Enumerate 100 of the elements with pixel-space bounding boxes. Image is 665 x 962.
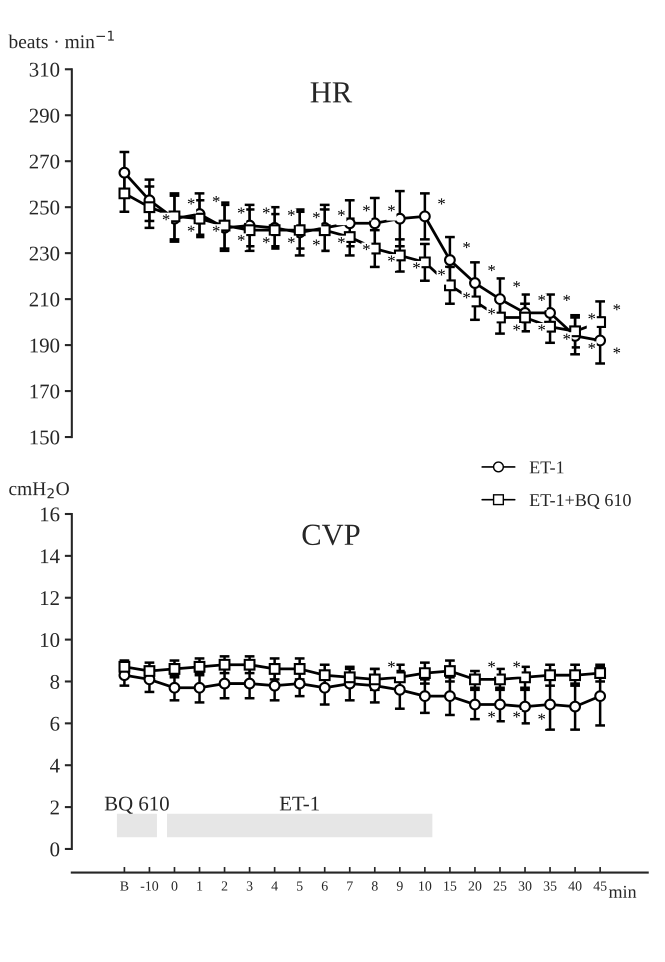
y-axis-title: cmH$_{2}$O [9, 482, 69, 498]
point [194, 660, 206, 673]
x-tick-label: 15 [444, 881, 456, 891]
annotation: * [312, 212, 320, 218]
point [244, 224, 256, 236]
x-tick-label: 35 [544, 881, 556, 891]
x-tick-label: 10 [419, 881, 432, 891]
annotation: * [588, 313, 596, 320]
chart-title: CVP [302, 524, 360, 546]
point [594, 334, 606, 346]
annotation: * [262, 237, 270, 244]
point [218, 678, 230, 690]
point [318, 224, 331, 236]
annotation: * [363, 244, 370, 250]
annotation: * [363, 205, 370, 212]
y-tick-label: 310 [30, 62, 60, 77]
annotation: * [262, 208, 270, 214]
annotation: * [538, 714, 546, 720]
annotation: * [212, 226, 220, 232]
point [168, 663, 180, 675]
y-axis-title: beats · min$^{−1}$ [8, 30, 114, 48]
x-tick-label: 45 [593, 881, 607, 891]
y-tick-label: 4 [50, 758, 60, 772]
annotation: * [463, 292, 470, 298]
y-tick-label: 6 [50, 716, 60, 731]
y-tick-label: 170 [30, 384, 60, 398]
annotation: * [162, 214, 170, 220]
annotation: * [188, 198, 195, 204]
point [494, 698, 506, 710]
annotation: * [288, 237, 295, 244]
x-tick-label: B [120, 881, 128, 891]
point [268, 224, 281, 236]
point [244, 678, 256, 690]
annotation: * [312, 239, 320, 246]
x-tick-label: 1 [197, 881, 202, 891]
point [544, 698, 556, 710]
annotation: * [488, 265, 495, 272]
point [118, 660, 130, 673]
legend-label: ET-1 [530, 461, 564, 474]
x-tick-label: 30 [518, 881, 532, 891]
annotation: * [563, 294, 570, 302]
point [168, 682, 180, 694]
annotation: * [338, 210, 345, 216]
point [268, 680, 281, 692]
annotation: * [288, 210, 295, 216]
annotation: * [388, 205, 395, 212]
point [569, 669, 582, 682]
point [569, 325, 582, 338]
y-tick-label: 0 [50, 842, 60, 856]
annotation: * [613, 347, 620, 354]
point [494, 673, 506, 686]
x-tick-label: -10 [140, 881, 158, 891]
y-tick-label: 10 [41, 632, 60, 648]
point [144, 665, 156, 677]
annotation: * [238, 234, 245, 241]
y-tick-label: 250 [30, 200, 60, 215]
x-tick-label: 9 [396, 881, 403, 891]
annotation: * [463, 242, 470, 248]
point [444, 254, 456, 266]
point [118, 166, 130, 179]
point [294, 224, 306, 236]
point [544, 307, 556, 319]
y-tick-label: 190 [30, 338, 60, 353]
annotation: * [538, 324, 546, 331]
x-tick-label: 5 [297, 881, 303, 891]
x-tick-label: 3 [246, 881, 253, 891]
y-tick-label: 150 [30, 430, 60, 444]
annotation: * [613, 304, 620, 310]
annotation: * [438, 198, 445, 204]
annotation: * [563, 334, 570, 340]
annotation: * [338, 237, 345, 244]
y-tick-label: 270 [30, 154, 60, 169]
y-tick-label: 14 [41, 549, 60, 564]
y-tick-label: 16 [41, 507, 60, 522]
point [418, 690, 431, 702]
annotation: * [438, 269, 445, 276]
point [544, 669, 556, 682]
annotation: * [413, 262, 420, 269]
x-tick-label: 40 [568, 881, 582, 891]
point [444, 690, 456, 702]
band-label: ET-1 [280, 796, 319, 810]
annotation: * [513, 661, 520, 668]
annotation: * [488, 711, 495, 718]
point [244, 658, 256, 671]
chart-title: HR [310, 82, 352, 102]
annotation: * [588, 342, 596, 349]
x-tick-label: 20 [468, 881, 482, 891]
y-tick-label: 290 [30, 108, 60, 123]
point [469, 698, 481, 710]
point [569, 700, 582, 713]
x-tick-label: 4 [271, 881, 278, 891]
annotation: * [488, 661, 495, 668]
x-tick-label: 25 [494, 881, 506, 891]
point [418, 210, 431, 222]
point [494, 293, 506, 306]
point [594, 690, 606, 702]
x-tick-label: 6 [322, 881, 328, 891]
annotation: * [538, 294, 546, 302]
y-tick-label: 210 [30, 292, 60, 307]
y-tick-label: 8 [50, 674, 60, 689]
